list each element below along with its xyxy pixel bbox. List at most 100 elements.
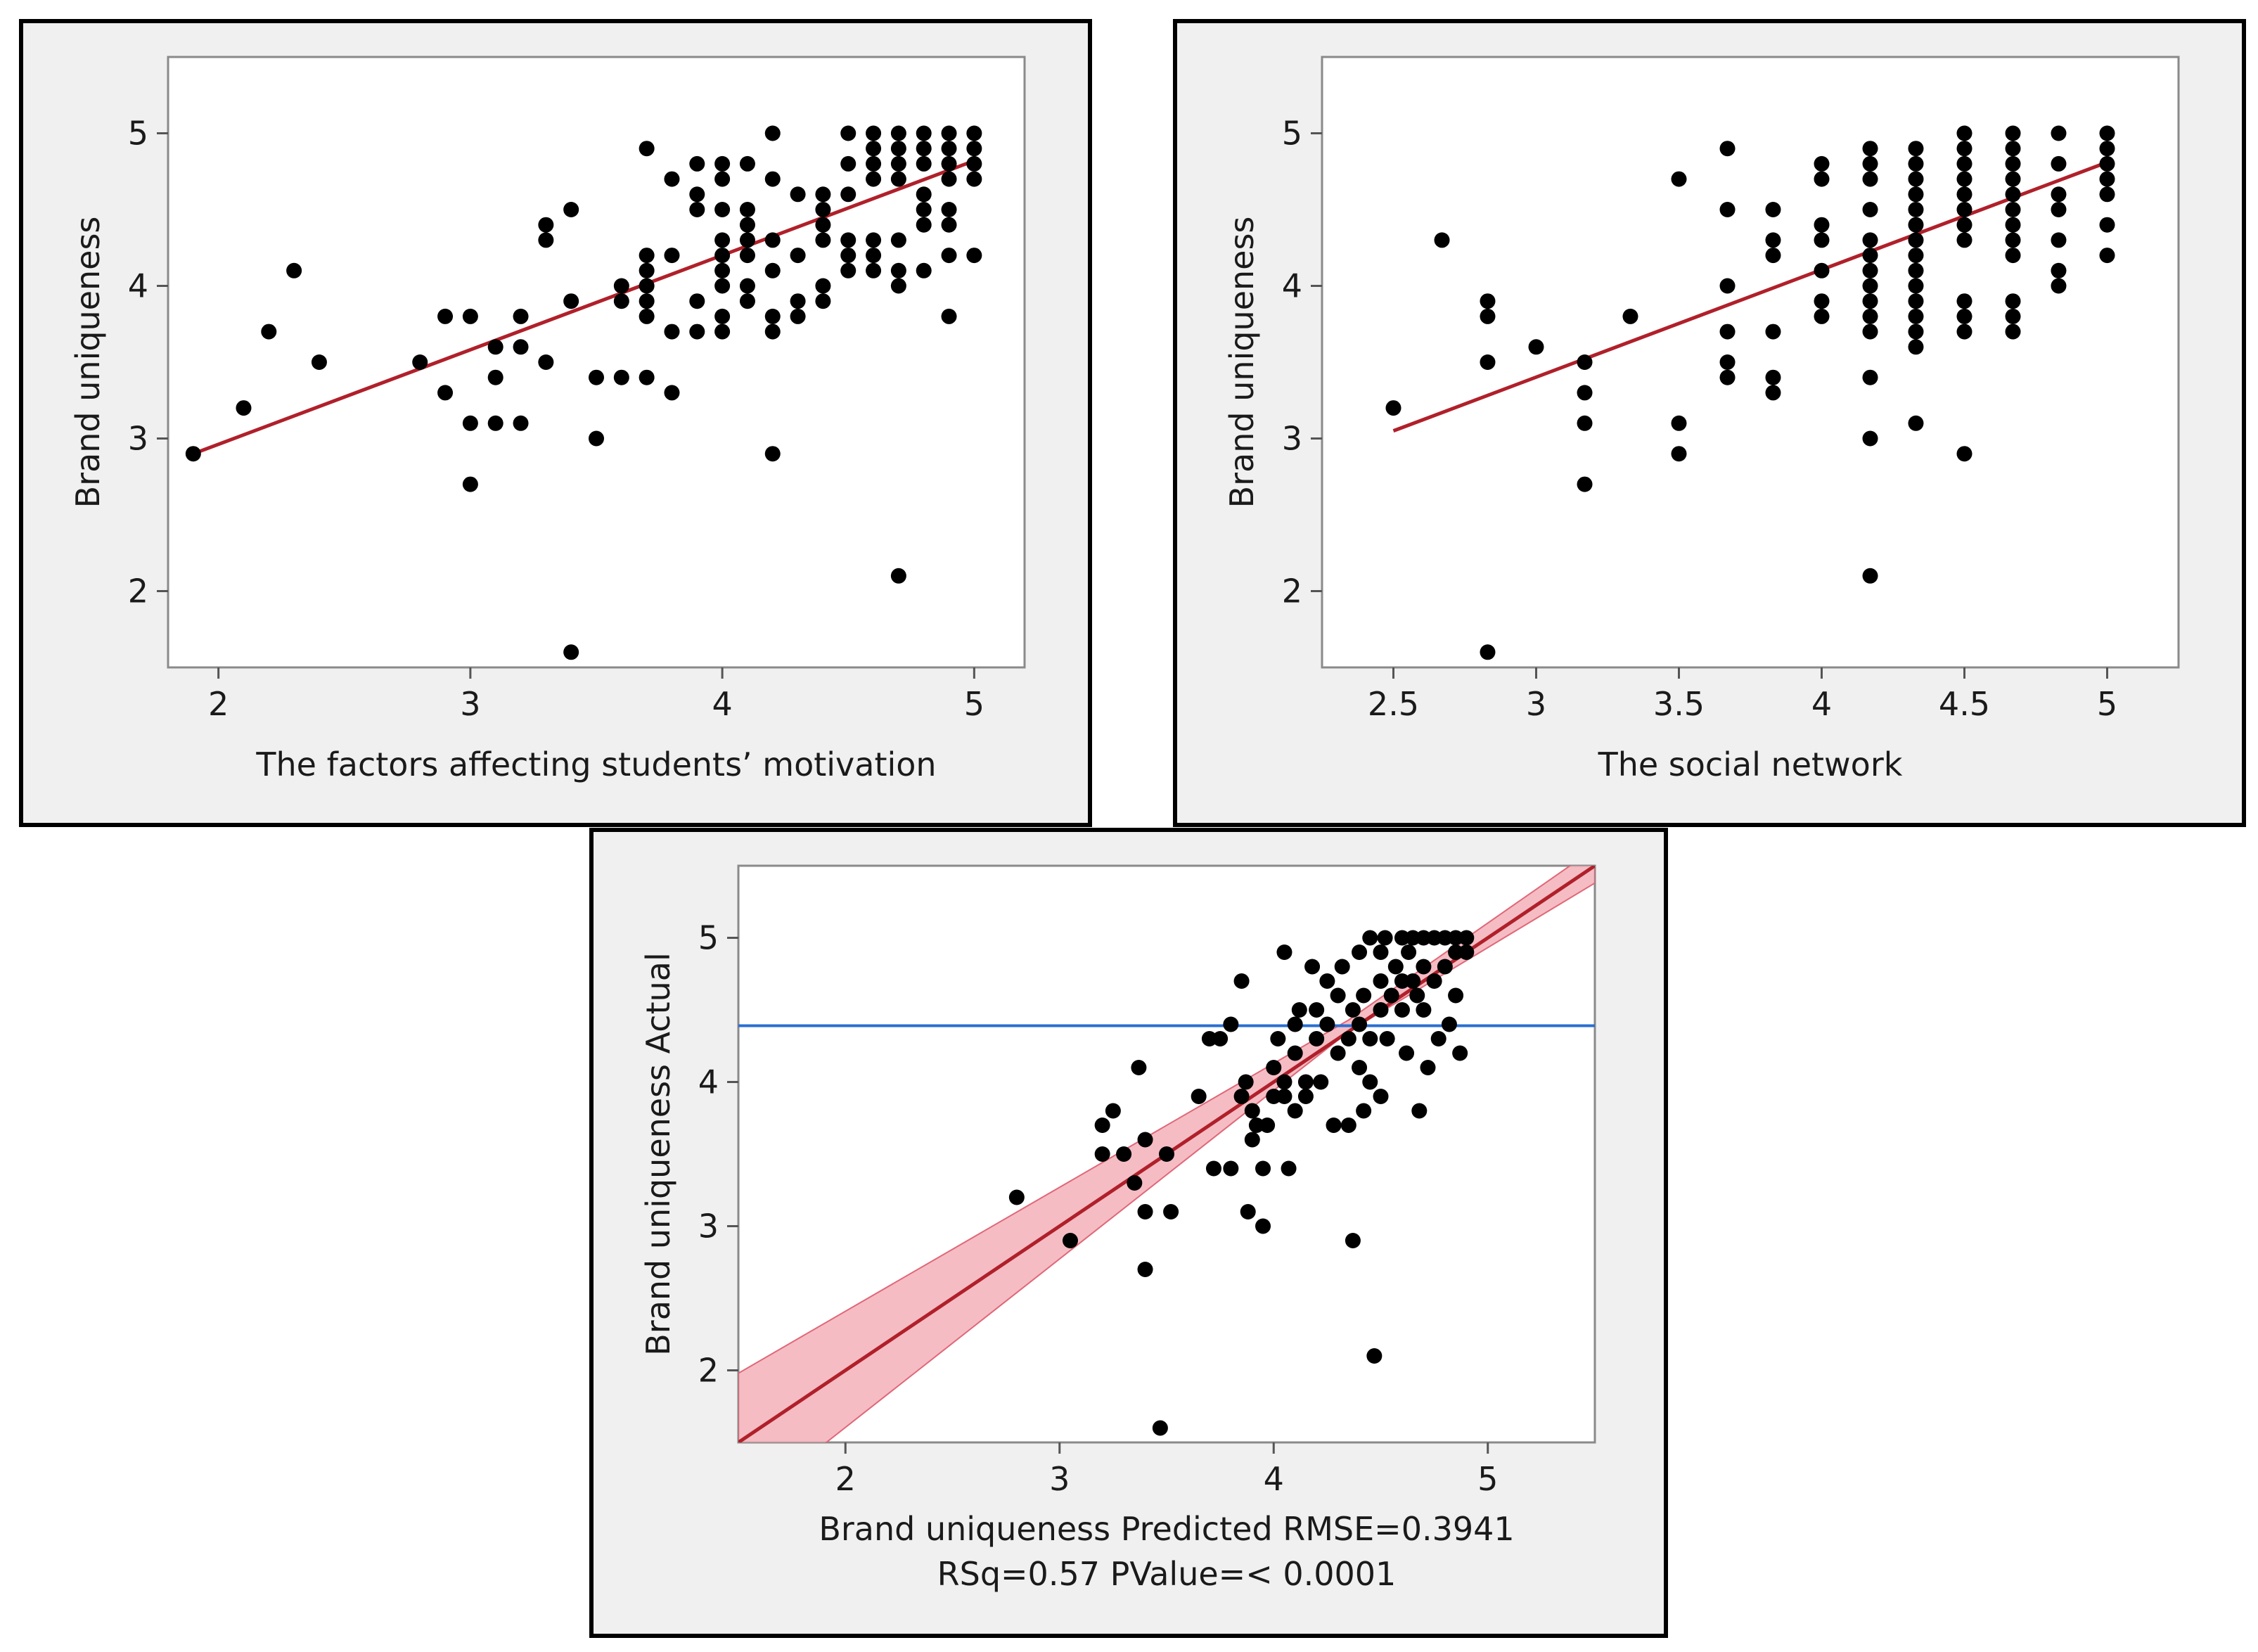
- data-point: [1233, 1089, 1250, 1104]
- data-point: [1409, 987, 1425, 1004]
- data-point: [563, 644, 579, 660]
- data-point: [311, 354, 327, 370]
- data-point: [1352, 945, 1368, 960]
- x-axis-label-stats: RSq=0.57 PValue=< 0.0001: [937, 1555, 1397, 1593]
- data-point: [462, 415, 478, 431]
- data-point: [1671, 415, 1687, 431]
- data-point: [1008, 1189, 1025, 1205]
- data-point: [538, 354, 554, 370]
- data-point: [1814, 262, 1830, 278]
- data-point: [664, 248, 680, 264]
- data-point: [739, 278, 755, 294]
- x-tick-label: 4: [1264, 1460, 1284, 1498]
- data-point: [1420, 1060, 1436, 1075]
- data-point: [1956, 171, 1972, 187]
- data-point: [866, 171, 882, 187]
- data-point: [815, 217, 831, 233]
- x-axis-label: Brand uniqueness Predicted RMSE=0.3941: [819, 1510, 1514, 1548]
- data-point: [840, 125, 857, 141]
- data-point: [739, 217, 755, 233]
- data-point: [1309, 1031, 1325, 1046]
- data-point: [714, 262, 731, 278]
- data-point: [1908, 141, 1924, 157]
- data-point: [714, 202, 731, 217]
- data-point: [1319, 1016, 1335, 1032]
- data-point: [1152, 1420, 1168, 1436]
- data-point: [1373, 1002, 1389, 1018]
- data-point: [866, 141, 882, 157]
- data-point: [815, 232, 831, 248]
- data-point: [2051, 186, 2067, 203]
- data-point: [1416, 930, 1432, 946]
- data-point: [1908, 202, 1924, 217]
- data-point: [739, 202, 755, 217]
- data-point: [1287, 1016, 1303, 1032]
- data-point: [639, 141, 655, 157]
- data-point: [739, 155, 755, 172]
- data-point: [815, 293, 831, 309]
- data-point: [639, 308, 655, 324]
- data-point: [1287, 1103, 1303, 1119]
- data-point: [916, 141, 932, 157]
- data-point: [1765, 202, 1781, 217]
- data-point: [689, 324, 705, 340]
- data-point: [1956, 202, 1972, 217]
- y-tick-label: 2: [698, 1352, 719, 1390]
- data-point: [1255, 1218, 1271, 1234]
- data-point: [1577, 385, 1593, 401]
- data-point: [689, 293, 705, 309]
- data-point: [1480, 354, 1496, 370]
- data-point: [1385, 400, 1401, 416]
- data-point: [613, 369, 629, 385]
- data-point: [2005, 125, 2021, 141]
- data-point: [1373, 945, 1389, 960]
- data-point: [966, 155, 982, 172]
- data-point: [890, 171, 906, 187]
- data-point: [1240, 1204, 1256, 1219]
- x-tick-label: 5: [2097, 685, 2117, 723]
- data-point: [1297, 1089, 1314, 1104]
- data-point: [941, 155, 957, 172]
- data-point: [1401, 945, 1417, 960]
- data-point: [790, 308, 806, 324]
- data-point: [1956, 217, 1972, 233]
- data-point: [1259, 1118, 1276, 1133]
- data-point: [1387, 959, 1404, 975]
- data-point: [890, 125, 906, 141]
- data-point: [739, 232, 755, 248]
- data-point: [437, 308, 454, 324]
- y-tick-label: 3: [698, 1208, 719, 1246]
- fit-line: [1392, 160, 2108, 433]
- data-point: [2099, 186, 2115, 203]
- data-point: [1862, 248, 1878, 264]
- data-point: [1062, 1233, 1078, 1248]
- data-point: [1276, 945, 1292, 960]
- data-point: [1223, 1160, 1239, 1177]
- data-point: [1577, 476, 1593, 492]
- data-point: [714, 171, 731, 187]
- data-point: [1116, 1146, 1132, 1162]
- data-point: [639, 293, 655, 309]
- data-point: [1862, 171, 1878, 187]
- data-point: [664, 324, 680, 340]
- data-point: [1441, 1016, 1457, 1032]
- data-point: [1255, 1160, 1271, 1177]
- data-point: [916, 125, 932, 141]
- data-point: [916, 202, 932, 217]
- data-point: [866, 232, 882, 248]
- data-point: [1137, 1132, 1153, 1148]
- data-point: [840, 186, 857, 203]
- data-point: [714, 248, 731, 264]
- data-point: [764, 262, 781, 278]
- data-point: [1127, 1175, 1143, 1191]
- data-point: [866, 248, 882, 264]
- x-axis-label: The social network: [1598, 745, 1903, 783]
- x-tick-label: 3: [1049, 1460, 1070, 1498]
- data-point: [764, 324, 781, 340]
- data-point: [1814, 232, 1830, 248]
- data-point: [639, 369, 655, 385]
- data-point: [2005, 141, 2021, 157]
- data-point: [1452, 1045, 1468, 1061]
- data-point: [1862, 141, 1878, 157]
- data-point: [840, 248, 857, 264]
